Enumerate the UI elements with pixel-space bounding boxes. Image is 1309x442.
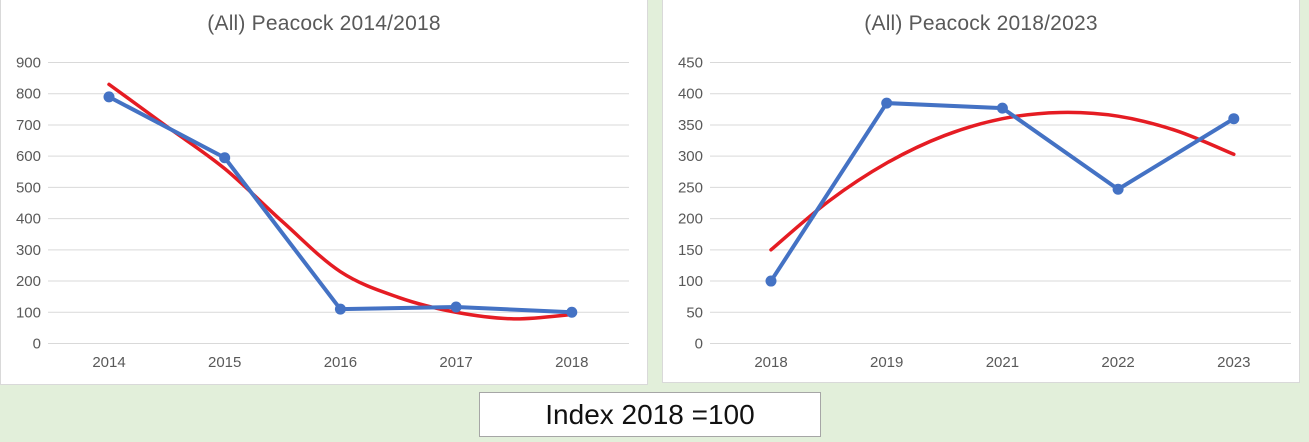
data-point-marker xyxy=(1112,183,1124,195)
data-point-marker xyxy=(996,102,1008,114)
data-point-marker xyxy=(219,152,231,164)
chart-title: (All) Peacock 2018/2023 xyxy=(864,12,1098,35)
trendline-series xyxy=(769,110,1236,252)
y-axis-tick-label: 150 xyxy=(678,242,703,259)
x-axis-tick-label: 2019 xyxy=(870,354,903,371)
x-axis-tick-label: 2023 xyxy=(1217,354,1250,371)
y-axis-tick-label: 250 xyxy=(678,179,703,196)
data-point-marker xyxy=(881,97,893,109)
x-axis-tick-label: 2015 xyxy=(208,354,241,371)
y-axis-tick-label: 700 xyxy=(16,117,41,134)
x-axis-tick-label: 2018 xyxy=(555,354,588,371)
x-axis-tick-label: 2022 xyxy=(1101,354,1134,371)
y-axis-tick-label: 300 xyxy=(678,148,703,165)
chart-plot-area: 0 50 100 150 200 250 300 350 400 450 2018 2019 2021 2… xyxy=(678,55,1291,371)
x-axis-tick-label: 2018 xyxy=(754,354,787,371)
x-axis-tick-label: 2021 xyxy=(986,354,1019,371)
y-axis-tick-label: 100 xyxy=(16,304,41,321)
chart-plot-area: 0 100 200 300 400 500 600 700 800 900 2014 2015 2016… xyxy=(16,55,629,371)
x-axis-tick-label: 2017 xyxy=(439,354,472,371)
y-axis-tick-label: 600 xyxy=(16,148,41,165)
y-axis-tick-label: 50 xyxy=(686,304,703,321)
data-point-marker xyxy=(765,275,777,287)
y-axis-tick-label: 500 xyxy=(16,179,41,196)
data-line-series xyxy=(107,94,574,315)
y-axis-tick-label: 400 xyxy=(16,211,41,228)
data-point-marker xyxy=(103,91,115,103)
x-axis-tick-label: 2016 xyxy=(324,354,357,371)
y-axis-tick-label: 900 xyxy=(16,55,41,72)
y-axis-tick-label: 200 xyxy=(678,211,703,228)
y-axis-tick-label: 0 xyxy=(33,336,41,353)
chart-panel-2014-2018[interactable]: (All) Peacock 2014/2018 0 100 200 300 400 500… xyxy=(0,0,648,385)
y-axis-tick-label: 800 xyxy=(16,86,41,103)
data-point-marker xyxy=(450,301,462,313)
data-point-marker xyxy=(334,303,346,315)
y-axis-tick-label: 450 xyxy=(678,55,703,72)
data-point-marker xyxy=(1228,113,1240,125)
chart-title: (All) Peacock 2014/2018 xyxy=(207,12,441,35)
y-axis-tick-label: 400 xyxy=(678,86,703,103)
index-note-text: Index 2018 =100 xyxy=(545,398,755,430)
y-axis-tick-label: 200 xyxy=(16,273,41,290)
y-axis-tick-label: 300 xyxy=(16,242,41,259)
y-axis-tick-label: 0 xyxy=(695,336,703,353)
y-axis-tick-label: 350 xyxy=(678,117,703,134)
chart-panel-2018-2023[interactable]: (All) Peacock 2018/2023 0 50 100 150 200 250 3… xyxy=(662,0,1300,383)
x-axis-tick-label: 2014 xyxy=(92,354,125,371)
y-axis-tick-label: 100 xyxy=(678,273,703,290)
index-note-box[interactable]: Index 2018 =100 xyxy=(479,392,821,437)
trendline-series xyxy=(107,82,574,321)
data-point-marker xyxy=(566,306,578,318)
